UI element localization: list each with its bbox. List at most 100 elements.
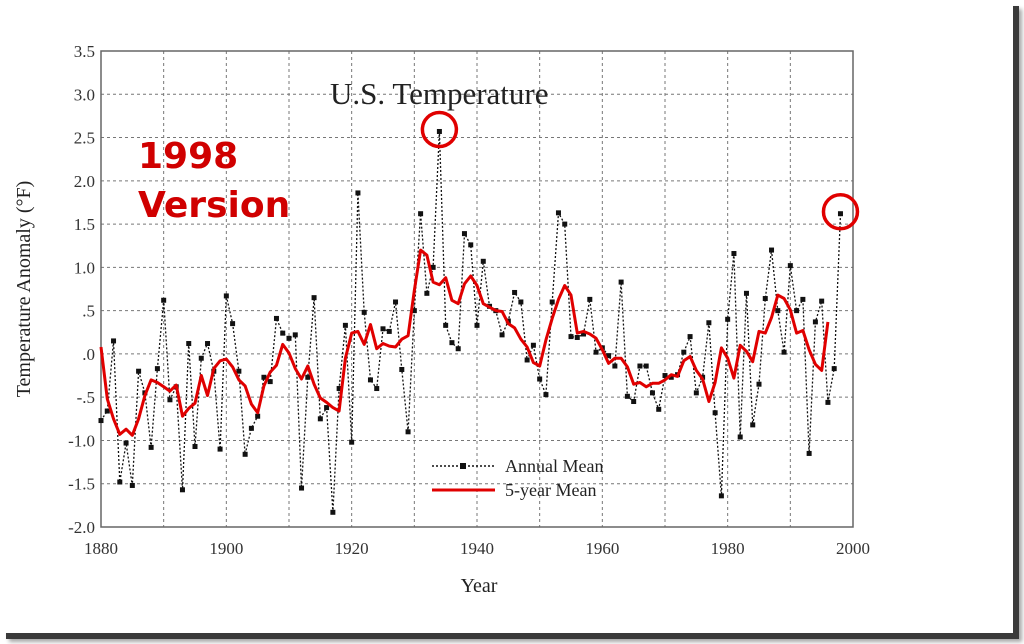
annual-mean-point — [524, 357, 530, 363]
highlight-circles — [420, 110, 860, 231]
annual-mean-point — [217, 446, 223, 452]
annual-mean-point — [161, 297, 167, 303]
annual-mean-point — [424, 290, 430, 296]
annual-mean-point — [299, 485, 305, 491]
x-tick-label: 1880 — [84, 539, 118, 558]
annual-mean-point — [693, 390, 699, 396]
y-tick-label: -2.0 — [68, 518, 95, 537]
chart-title: U.S. Temperature — [330, 76, 549, 111]
annual-mean-point — [549, 299, 555, 305]
annual-mean-point — [606, 353, 612, 359]
y-tick-label: .0 — [82, 345, 95, 364]
y-tick-label: 2.0 — [74, 172, 95, 191]
annual-mean-point — [111, 338, 117, 344]
y-tick-label: -.5 — [77, 388, 95, 407]
annual-mean-point — [800, 296, 806, 302]
y-tick-label: -1.5 — [68, 475, 95, 494]
annual-mean-point — [267, 379, 273, 385]
annual-mean-point — [436, 128, 442, 134]
annual-mean-point — [712, 410, 718, 416]
y-tick-label: 3.5 — [74, 42, 95, 61]
annual-mean-point — [374, 386, 380, 392]
x-tick-label: 1920 — [335, 539, 369, 558]
annual-mean-point — [762, 296, 768, 302]
annual-mean-point — [192, 444, 198, 450]
annual-mean-point — [480, 258, 486, 264]
annual-mean-point — [367, 377, 373, 383]
annual-mean-point — [618, 279, 624, 285]
annual-mean-point — [117, 479, 123, 485]
annual-mean-point — [662, 373, 668, 379]
annual-mean-point — [681, 349, 687, 355]
annual-mean-point — [555, 210, 561, 216]
annual-mean-point — [775, 308, 781, 314]
annual-mean-point — [154, 366, 160, 372]
x-tick-label: 1940 — [460, 539, 494, 558]
annual-mean-point — [336, 386, 342, 392]
y-axis-label: Temperature Anomaly (°F) — [13, 181, 35, 398]
x-tick-label: 1900 — [209, 539, 243, 558]
annual-mean-point — [769, 247, 775, 253]
annual-mean-point — [781, 349, 787, 355]
annual-mean-point — [581, 331, 587, 337]
annual-mean-point — [261, 374, 267, 380]
annual-mean-point — [104, 408, 110, 414]
annual-mean-point — [794, 308, 800, 314]
annual-mean-point — [750, 422, 756, 428]
annual-mean-point — [499, 332, 505, 338]
x-tick-label: 1980 — [711, 539, 745, 558]
annual-mean-point — [474, 322, 480, 328]
legend: Annual Mean 5-year Mean — [432, 456, 603, 500]
annual-mean-point — [731, 251, 737, 257]
annual-mean-point — [624, 393, 630, 399]
annual-mean-point — [186, 341, 192, 347]
annual-mean-point — [530, 342, 536, 348]
annual-mean-point — [743, 290, 749, 296]
annual-mean-point — [537, 376, 543, 382]
annual-mean-point — [148, 444, 154, 450]
version-annotation-year: 1998 — [138, 136, 238, 177]
annual-mean-point — [825, 399, 831, 405]
version-annotation-label: Version — [138, 185, 290, 226]
annual-mean-point — [248, 425, 254, 431]
annual-mean-point — [399, 366, 405, 372]
annual-mean-point — [342, 322, 348, 328]
x-axis-label: Year — [461, 575, 498, 597]
annual-mean-point — [543, 392, 549, 398]
annual-mean-point — [512, 289, 518, 295]
annual-mean-point — [455, 346, 461, 352]
annual-mean-point — [129, 482, 135, 488]
annual-mean-point — [819, 298, 825, 304]
annual-mean-point — [280, 330, 286, 336]
annual-mean-point — [305, 374, 311, 380]
legend-annual-marker — [460, 463, 466, 469]
legend-annual-label: Annual Mean — [505, 456, 603, 476]
annual-mean-point — [756, 381, 762, 387]
annual-mean-point — [637, 363, 643, 369]
annual-mean-point — [242, 451, 248, 457]
annual-mean-point — [631, 399, 637, 405]
annual-mean-point — [273, 315, 279, 321]
annual-mean-point — [405, 429, 411, 435]
annual-mean-point — [286, 335, 292, 341]
series-layer — [98, 128, 843, 515]
y-tick-label: 1.0 — [74, 258, 95, 277]
annual-mean-point — [361, 309, 367, 315]
annual-mean-point — [123, 440, 129, 446]
annual-mean-point — [98, 418, 104, 424]
annual-mean-point — [324, 405, 330, 411]
annual-mean-point — [468, 242, 474, 248]
annual-mean-point — [737, 434, 743, 440]
annual-mean-point — [612, 363, 618, 369]
y-tick-labels: -2.0 -1.5 -1.0 -.5 .0 .5 1.0 1.5 2.0 2.5 3.0 3.5 — [68, 42, 95, 537]
annual-mean-point — [831, 366, 837, 372]
annual-mean-point — [236, 368, 242, 374]
highlight-circle — [420, 110, 459, 149]
annual-mean-point — [255, 413, 261, 419]
annual-mean-point — [668, 374, 674, 380]
annual-mean-point — [806, 450, 812, 456]
annual-mean-point — [725, 316, 731, 322]
x-tick-label: 2000 — [836, 539, 870, 558]
annual-mean-point — [837, 211, 843, 217]
annual-mean-point — [136, 368, 142, 374]
